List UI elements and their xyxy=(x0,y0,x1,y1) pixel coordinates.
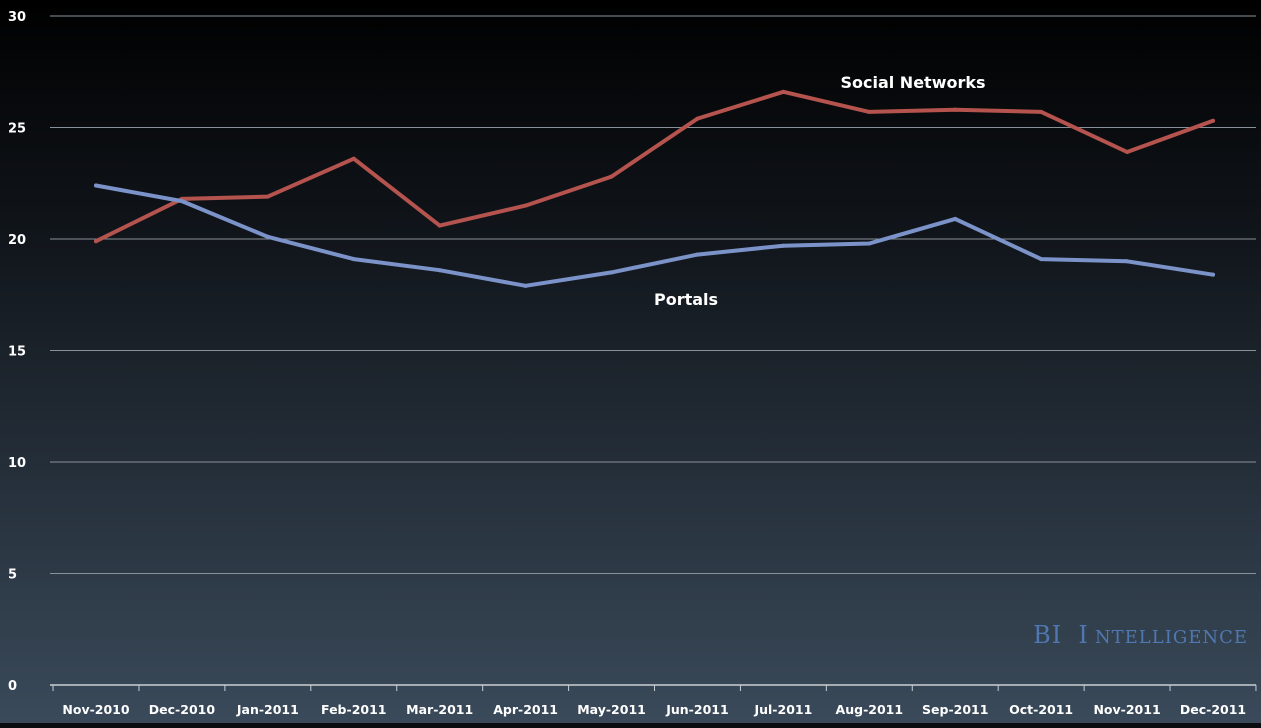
series-label-portals: Portals xyxy=(654,290,718,309)
data-point xyxy=(523,283,528,288)
y-tick-label: 10 xyxy=(8,456,26,471)
data-point xyxy=(437,268,442,273)
data-point xyxy=(609,270,614,275)
y-axis-ticks: 0 5 10 15 20 25 30 xyxy=(8,10,26,694)
x-tick-label: Apr-2011 xyxy=(493,702,558,717)
data-point xyxy=(781,89,786,94)
y-tick-label: 15 xyxy=(8,345,26,360)
watermark-logo: BI I NTELLIGENCE xyxy=(1033,621,1248,649)
data-point xyxy=(695,252,700,257)
data-point xyxy=(94,183,98,188)
data-point xyxy=(351,257,356,262)
data-point xyxy=(94,239,98,244)
series-lines xyxy=(94,89,1215,288)
data-point xyxy=(1039,257,1044,262)
data-point xyxy=(265,234,270,239)
x-tick-label: Oct-2011 xyxy=(1009,702,1073,717)
y-tick-label: 25 xyxy=(8,122,26,137)
x-tick-label: Jul-2011 xyxy=(753,702,812,717)
data-point xyxy=(523,203,528,208)
data-point xyxy=(1125,259,1130,264)
data-point xyxy=(265,194,270,199)
x-tick-label: Dec-2010 xyxy=(149,702,216,717)
x-tick-label: Jun-2011 xyxy=(665,702,728,717)
x-tick-label: Dec-2011 xyxy=(1180,702,1246,717)
x-tick-label: Aug-2011 xyxy=(836,702,904,717)
data-point xyxy=(1211,118,1215,123)
data-point xyxy=(953,107,958,112)
y-tick-label: 0 xyxy=(8,679,17,694)
data-point xyxy=(179,199,184,204)
x-tick-label: Jan-2011 xyxy=(236,702,299,717)
y-tick-label: 30 xyxy=(8,10,26,25)
y-tick-label: 20 xyxy=(8,233,26,248)
data-point xyxy=(1125,150,1130,155)
x-tick-label: Sep-2011 xyxy=(922,702,988,717)
series-labels: Social Networks Portals xyxy=(654,73,986,309)
x-tick-label: Nov-2010 xyxy=(62,702,129,717)
series-label-social-networks: Social Networks xyxy=(840,73,985,92)
data-point xyxy=(1211,272,1215,277)
watermark-bi: BI xyxy=(1033,621,1062,649)
watermark-intelligence-initial: I xyxy=(1078,621,1088,649)
x-tick-label: Nov-2011 xyxy=(1093,702,1160,717)
data-point xyxy=(781,243,786,248)
x-axis-ticks: Nov-2010 Dec-2010 Jan-2011 Feb-2011 Mar-2011… xyxy=(52,685,1257,717)
x-tick-label: Mar-2011 xyxy=(406,702,473,717)
watermark-intelligence-rest: NTELLIGENCE xyxy=(1095,627,1248,648)
x-tick-label: May-2011 xyxy=(577,702,646,717)
data-point xyxy=(867,241,872,246)
data-point xyxy=(351,156,356,161)
data-point xyxy=(609,174,614,179)
series-line-0 xyxy=(94,89,1215,244)
data-point xyxy=(867,109,872,114)
data-point xyxy=(437,223,442,228)
gridlines xyxy=(50,15,1256,686)
data-point xyxy=(695,116,700,121)
data-point xyxy=(1039,109,1044,114)
data-point xyxy=(953,216,958,221)
y-tick-label: 5 xyxy=(8,568,17,583)
x-tick-label: Feb-2011 xyxy=(321,702,386,717)
series-line-1 xyxy=(94,183,1215,288)
